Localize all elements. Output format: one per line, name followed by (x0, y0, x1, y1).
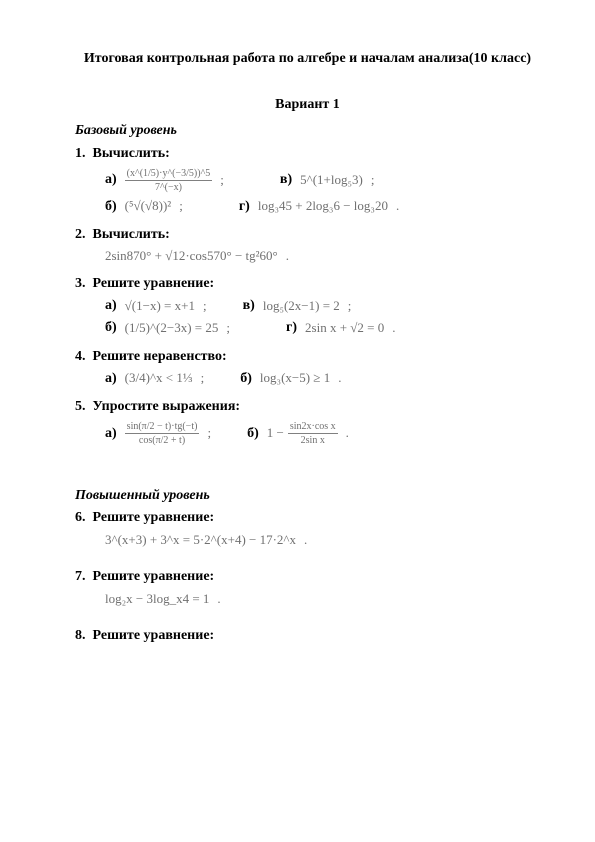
task-1-v-label: в) (280, 171, 292, 189)
task-1-row-b: б) (⁵√(√8))² ; г) log₃45 + 2log₃6 − log₃… (105, 198, 540, 216)
task-1-b-label: б) (105, 198, 117, 216)
task-3-g-formula: 2sin x + √2 = 0 (305, 320, 384, 337)
period: . (392, 320, 395, 337)
period: . (346, 425, 349, 442)
task-6-head: 6. Решите уравнение: (75, 509, 540, 527)
task-5-title: Упростите выражения: (93, 399, 241, 414)
task-1-title: Вычислить: (93, 146, 170, 161)
task-5-b-label: б) (247, 425, 259, 443)
semicolon: ; (220, 172, 224, 189)
task-4-number: 4. (75, 349, 86, 364)
task-5-head: 5. Упростите выражения: (75, 398, 540, 416)
task-1-head: 1. Вычислить: (75, 145, 540, 163)
task-4-a-formula: (3/4)^x < 1⅓ (125, 370, 193, 387)
task-1-row-a: а) (x^(1/5)·y^(−3/5))^5 7^(−x) ; в) 5^(1… (105, 167, 540, 194)
task-5-row: а) sin(π/2 − t)·tg(−t) cos(π/2 + t) ; б)… (105, 420, 540, 447)
task-6: 6. Решите уравнение: 3^(x+3) + 3^x = 5·2… (75, 509, 540, 548)
task-3-row-b: б) (1/5)^(2−3x) = 25 ; г) 2sin x + √2 = … (105, 319, 540, 337)
task-3-head: 3. Решите уравнение: (75, 275, 540, 293)
task-1-v-formula: 5^(1+log₅3) (300, 172, 363, 189)
document-page: Итоговая контрольная работа по алгебре и… (0, 0, 595, 686)
task-4-b-formula: log₃(x−5) ≥ 1 (260, 370, 330, 387)
task-1: 1. Вычислить: а) (x^(1/5)·y^(−3/5))^5 7^… (75, 145, 540, 216)
task-4: 4. Решите неравенство: а) (3/4)^x < 1⅓ ;… (75, 348, 540, 388)
period: . (217, 591, 220, 608)
task-8-head: 8. Решите уравнение: (75, 627, 540, 645)
task-5-b-formula: 1 − sin2x·cos x 2sin x (267, 420, 338, 447)
task-3-number: 3. (75, 276, 86, 291)
task-8-number: 8. (75, 628, 86, 643)
variant-heading: Вариант 1 (75, 96, 540, 114)
level-advanced: Повышенный уровень (75, 487, 540, 505)
level-basic: Базовый уровень (75, 122, 540, 140)
semicolon: ; (179, 198, 183, 215)
task-7-head: 7. Решите уравнение: (75, 568, 540, 586)
task-7-number: 7. (75, 569, 86, 584)
task-5-number: 5. (75, 399, 86, 414)
task-4-head: 4. Решите неравенство: (75, 348, 540, 366)
task-1-g-formula: log₃45 + 2log₃6 − log₃20 (258, 198, 388, 215)
task-7: 7. Решите уравнение: log₂x − 3log_x4 = 1… (75, 568, 540, 607)
task-3-b-formula: (1/5)^(2−3x) = 25 (125, 320, 219, 337)
semicolon: ; (201, 370, 205, 387)
task-3-title: Решите уравнение: (93, 276, 215, 291)
task-3-a-formula: √(1−x) = x+1 (125, 298, 195, 315)
task-8: 8. Решите уравнение: (75, 627, 540, 645)
task-3-g-label: г) (286, 319, 297, 337)
task-1-g-label: г) (239, 198, 250, 216)
task-8-title: Решите уравнение: (93, 628, 215, 643)
period: . (286, 248, 289, 265)
period: . (338, 370, 341, 387)
task-3-v-label: в) (243, 297, 255, 315)
period: . (396, 198, 399, 215)
task-6-title: Решите уравнение: (93, 510, 215, 525)
task-2: 2. Вычислить: 2sin870° + √12·cos570° − t… (75, 226, 540, 265)
task-3: 3. Решите уравнение: а) √(1−x) = x+1 ; в… (75, 275, 540, 338)
task-7-formula: log₂x − 3log_x4 = 1 (105, 591, 209, 608)
semicolon: ; (371, 172, 375, 189)
task-1-a-label: а) (105, 171, 117, 189)
task-1-b-formula: (⁵√(√8))² (125, 198, 172, 215)
task-3-v-formula: log₅(2x−1) = 2 (263, 298, 340, 315)
task-6-formula: 3^(x+3) + 3^x = 5·2^(x+4) − 17·2^x (105, 532, 296, 549)
task-2-formula: 2sin870° + √12·cos570° − tg²60° (105, 248, 278, 265)
task-4-b-label: б) (240, 370, 252, 388)
page-title: Итоговая контрольная работа по алгебре и… (75, 50, 540, 68)
task-5: 5. Упростите выражения: а) sin(π/2 − t)·… (75, 398, 540, 447)
task-4-row: а) (3/4)^x < 1⅓ ; б) log₃(x−5) ≥ 1 . (105, 370, 540, 388)
task-3-a-label: а) (105, 297, 117, 315)
task-4-title: Решите неравенство: (93, 349, 227, 364)
task-1-number: 1. (75, 146, 86, 161)
task-2-number: 2. (75, 227, 86, 242)
task-7-title: Решите уравнение: (93, 569, 215, 584)
task-6-number: 6. (75, 510, 86, 525)
task-3-row-a: а) √(1−x) = x+1 ; в) log₅(2x−1) = 2 ; (105, 297, 540, 315)
period: . (304, 532, 307, 549)
semicolon: ; (207, 425, 211, 442)
task-3-b-label: б) (105, 319, 117, 337)
task-5-a-formula: sin(π/2 − t)·tg(−t) cos(π/2 + t) (125, 420, 200, 447)
semicolon: ; (226, 320, 230, 337)
task-4-a-label: а) (105, 370, 117, 388)
task-7-row: log₂x − 3log_x4 = 1 . (105, 591, 540, 608)
task-2-title: Вычислить: (93, 227, 170, 242)
semicolon: ; (348, 298, 352, 315)
task-1-a-formula: (x^(1/5)·y^(−3/5))^5 7^(−x) (125, 167, 213, 194)
semicolon: ; (203, 298, 207, 315)
task-5-a-label: а) (105, 425, 117, 443)
task-2-head: 2. Вычислить: (75, 226, 540, 244)
task-2-row: 2sin870° + √12·cos570° − tg²60° . (105, 248, 540, 265)
task-6-row: 3^(x+3) + 3^x = 5·2^(x+4) − 17·2^x . (105, 532, 540, 549)
